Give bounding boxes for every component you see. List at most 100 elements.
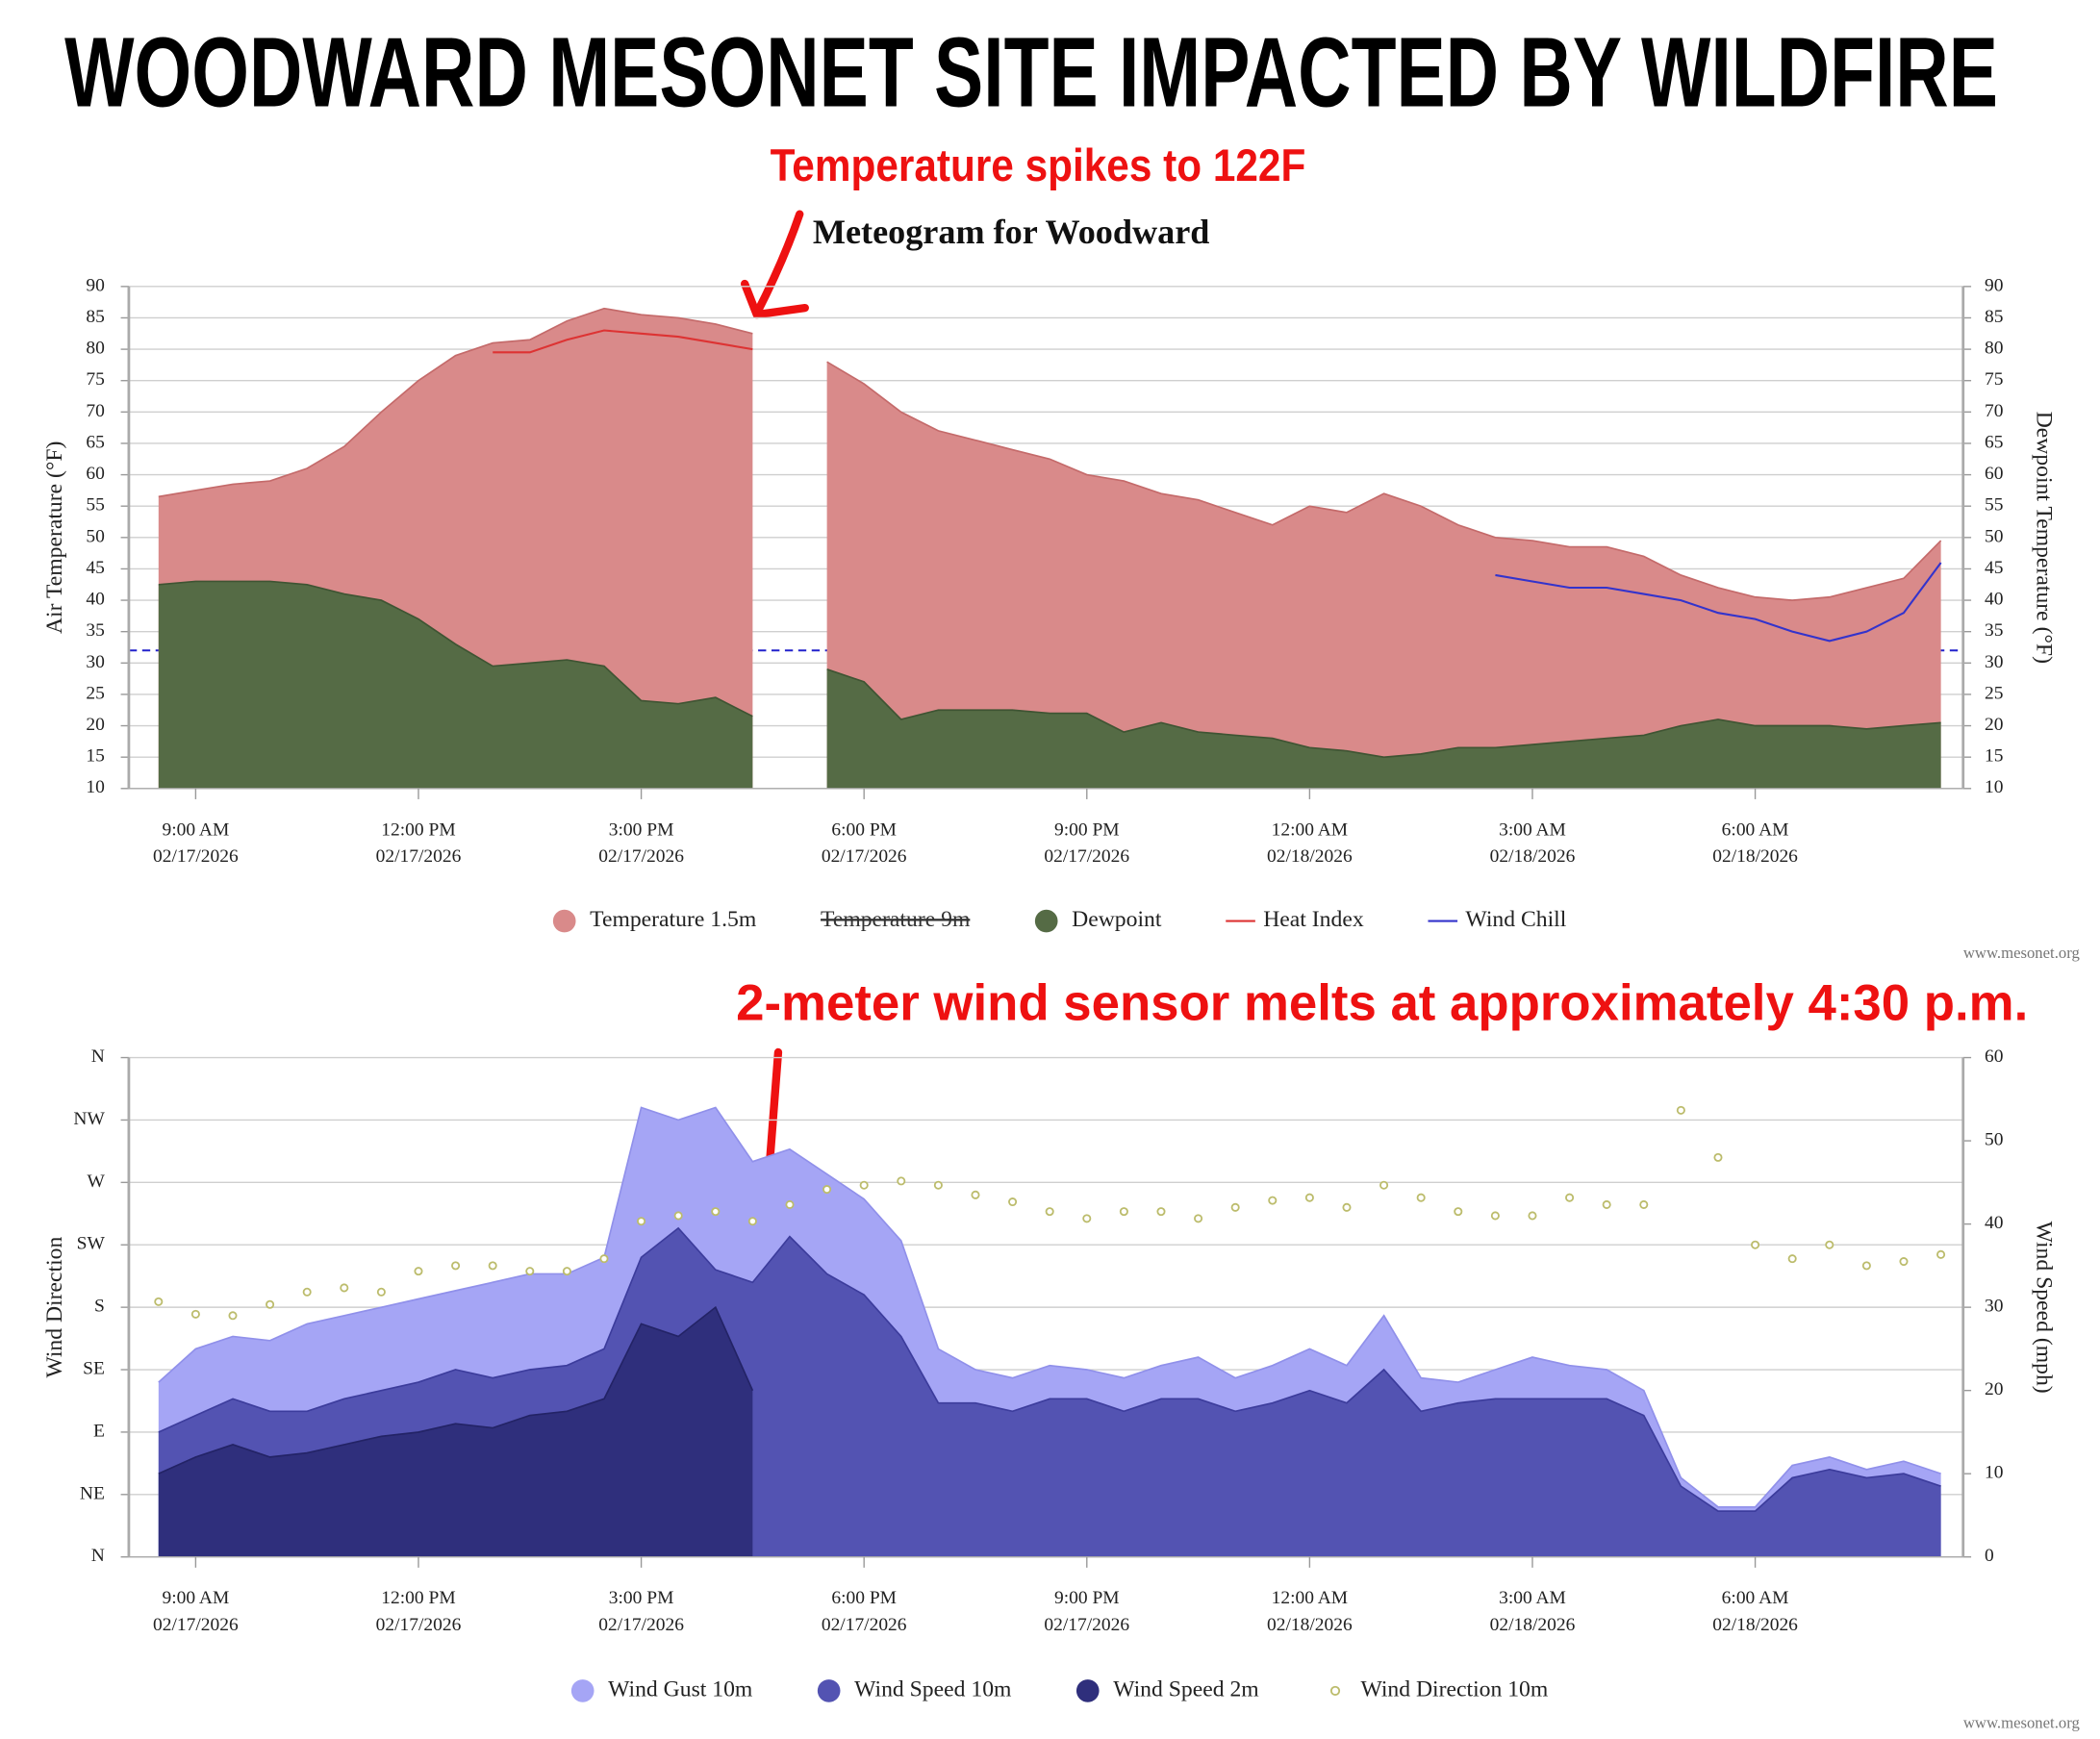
- x-tick-label-line: 6:00 PM: [831, 820, 897, 841]
- y-tick-label: 80: [86, 339, 104, 359]
- x-tick-label-line: 6:00 PM: [831, 1589, 897, 1609]
- x-tick-label-line: 12:00 PM: [381, 820, 455, 841]
- scatter-point: [1676, 1105, 1685, 1115]
- x-tick-label: 9:00 PM 02/17/2026: [1044, 1589, 1129, 1636]
- x-tick-label: 9:00 PM 02/17/2026: [1044, 820, 1129, 868]
- scatter-point: [1861, 1261, 1871, 1271]
- arrow: [752, 210, 804, 317]
- y-tick-label: SE: [83, 1358, 105, 1378]
- area-fill: [158, 1307, 753, 1557]
- x-tick-label: 6:00 PM 02/17/2026: [822, 820, 907, 868]
- annotation: 2-meter wind sensor melts at approximate…: [736, 975, 2028, 1032]
- y2-tick-label: 40: [1985, 590, 2003, 610]
- x-tick-label-line: 9:00 AM: [163, 820, 230, 841]
- legend-label: Wind Gust 10m: [608, 1676, 753, 1701]
- chart: N NE E SE S SW W NW N 0 10 20 30 40 50 60 9:00 AM 02/17/2…: [42, 1046, 2080, 1731]
- legend-label: Temperature 9m: [821, 907, 971, 932]
- x-tick-label-line: 02/18/2026: [1712, 1616, 1798, 1636]
- y-tick-label: 60: [86, 464, 104, 484]
- scatter-point: [1787, 1254, 1797, 1264]
- area-line: [158, 1305, 754, 1474]
- scatter-point: [1490, 1211, 1500, 1221]
- scatter-point: [376, 1287, 386, 1297]
- y2-axis-label: Dewpoint Temperature (°F): [2031, 412, 2056, 664]
- scatter-point: [971, 1190, 980, 1199]
- scatter-point: [451, 1261, 461, 1271]
- y-tick-label: N: [91, 1546, 105, 1566]
- y2-tick-label: 30: [1985, 1297, 2003, 1317]
- legend-symbol: [1075, 1679, 1100, 1702]
- scatter-point: [1304, 1193, 1314, 1202]
- y2-tick-label: 75: [1985, 369, 2003, 390]
- y-tick-label: 35: [86, 620, 104, 641]
- line: [1495, 562, 1942, 643]
- scatter-point: [1899, 1257, 1909, 1267]
- legend-label: Wind Speed 2m: [1113, 1676, 1259, 1701]
- legend: Wind Gust 10m Wind Speed 10m Wind Speed 2m…: [570, 1676, 1549, 1702]
- x-tick-label: 12:00 AM 02/18/2026: [1267, 1589, 1353, 1636]
- scatter-point: [1454, 1207, 1463, 1217]
- legend-symbol: [570, 1679, 595, 1702]
- y2-tick-label: 20: [1985, 1379, 2003, 1399]
- y-tick-label: 20: [86, 715, 104, 735]
- legend-label: Dewpoint: [1072, 907, 1162, 932]
- scatter-point: [1268, 1196, 1278, 1205]
- y2-tick-label: 55: [1985, 495, 2003, 516]
- scatter-point: [1008, 1197, 1018, 1207]
- x-tick-label-line: 02/17/2026: [598, 1616, 684, 1636]
- scatter-point: [599, 1254, 609, 1264]
- x-tick-label: 9:00 AM 02/17/2026: [153, 820, 239, 868]
- x-tick-label-line: 6:00 AM: [1722, 1589, 1789, 1609]
- scatter-point: [302, 1287, 312, 1297]
- scatter-point: [1639, 1199, 1649, 1209]
- line: [493, 329, 753, 354]
- scatter-point: [1230, 1202, 1240, 1212]
- y2-tick-label: 60: [1985, 464, 2003, 484]
- x-tick-label: 3:00 AM 02/18/2026: [1490, 1589, 1576, 1636]
- scatter-point: [897, 1176, 906, 1186]
- y-tick-label: 90: [86, 275, 104, 295]
- x-tick-label-line: 9:00 PM: [1054, 820, 1120, 841]
- scatter-point: [747, 1217, 757, 1226]
- x-tick-label-line: 02/17/2026: [598, 847, 684, 868]
- scatter-point: [1045, 1207, 1054, 1217]
- y2-tick-label: 85: [1985, 307, 2003, 327]
- area-fill: [158, 581, 1941, 789]
- y2-tick-label: 40: [1985, 1213, 2003, 1233]
- x-tick-label-line: 02/17/2026: [376, 847, 462, 868]
- legend-symbol: [1329, 1685, 1341, 1696]
- scatter-point: [785, 1199, 795, 1209]
- y2-tick-label: 10: [1985, 777, 2003, 797]
- x-tick-label-line: 02/17/2026: [822, 1616, 907, 1636]
- y2-tick-label: 50: [1985, 1130, 2003, 1150]
- y-tick-label: 50: [86, 526, 104, 546]
- y2-tick-label: 10: [1985, 1463, 2003, 1483]
- x-tick-label-line: 02/17/2026: [153, 1616, 239, 1636]
- scatter-point: [1416, 1193, 1426, 1202]
- scatter-point: [228, 1311, 238, 1321]
- x-tick-label: 6:00 AM 02/18/2026: [1712, 820, 1798, 868]
- legend-label: Wind Speed 10m: [854, 1676, 1012, 1701]
- y-tick-label: 45: [86, 558, 104, 578]
- legend-label: Heat Index: [1263, 907, 1364, 932]
- y-tick-label: 40: [86, 590, 104, 610]
- scatter-point: [859, 1180, 869, 1190]
- area-line: [158, 307, 1942, 601]
- scatter-point: [1119, 1207, 1128, 1217]
- legend: Temperature 1.5m Temperature 9m Dewpoint He…: [552, 907, 1567, 933]
- y2-tick-label: 65: [1985, 432, 2003, 452]
- scatter-point: [711, 1207, 721, 1217]
- scatter-point: [154, 1297, 164, 1306]
- x-tick-label-line: 3:00 PM: [609, 820, 674, 841]
- legend-label: Wind Chill: [1465, 907, 1566, 932]
- scatter-point: [266, 1299, 275, 1309]
- y-tick-label: SW: [77, 1234, 106, 1254]
- scatter-point: [1713, 1152, 1723, 1162]
- y2-tick-label: 60: [1985, 1046, 2003, 1067]
- scatter-point: [1602, 1199, 1611, 1209]
- legend-symbol: [817, 1679, 841, 1702]
- y-tick-label: 55: [86, 495, 104, 516]
- x-tick-label-line: 02/17/2026: [1044, 847, 1129, 868]
- legend-label: Temperature 1.5m: [590, 907, 757, 932]
- area-line: [158, 1226, 1941, 1512]
